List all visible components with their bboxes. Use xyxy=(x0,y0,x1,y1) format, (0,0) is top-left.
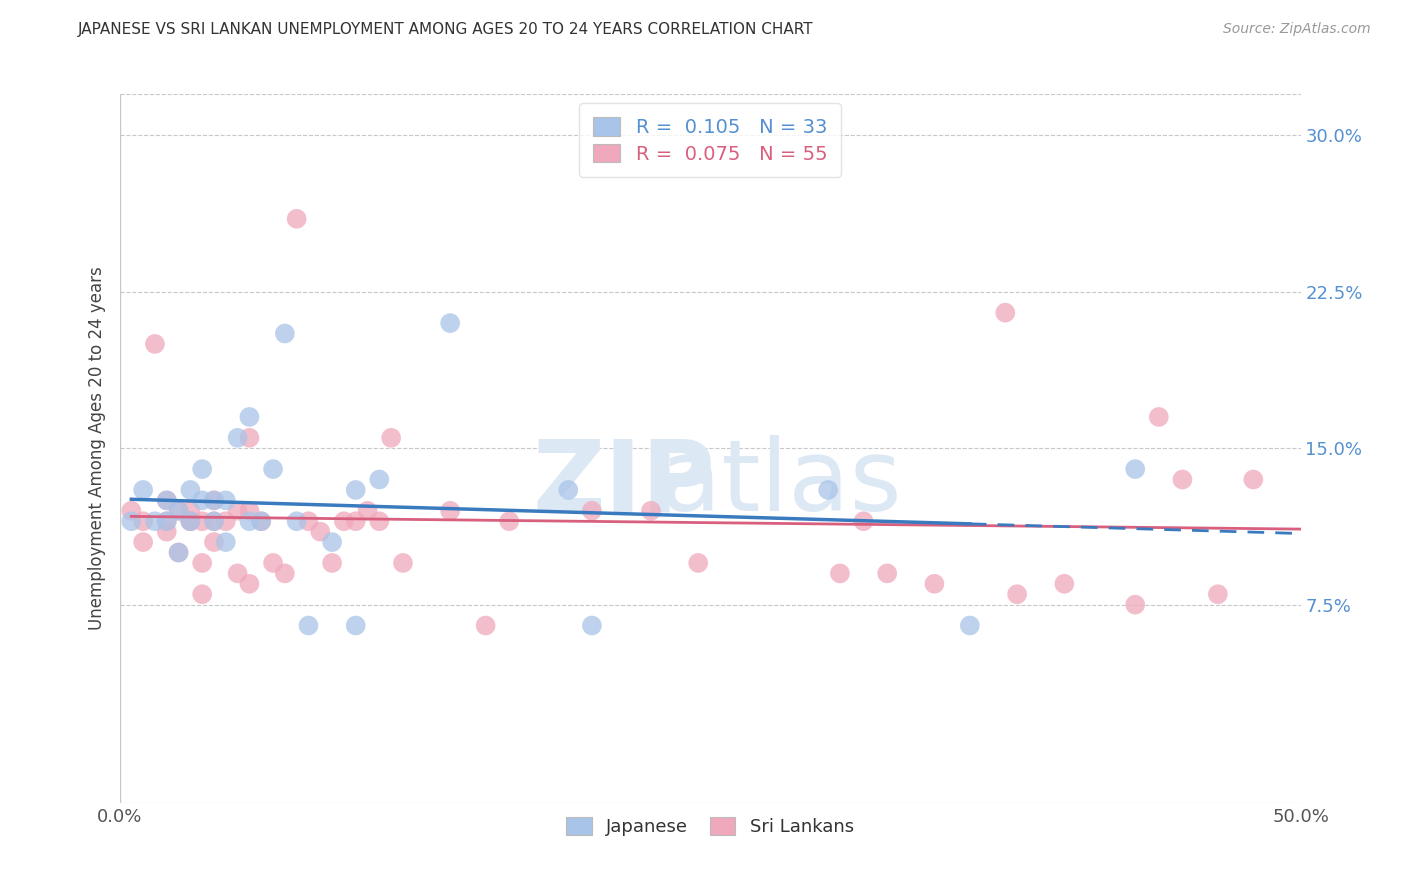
Point xyxy=(321,556,343,570)
Point xyxy=(215,535,238,549)
Point xyxy=(1171,473,1194,487)
Point xyxy=(167,504,190,518)
Point xyxy=(285,211,308,226)
Point xyxy=(156,514,179,528)
Point xyxy=(191,462,214,476)
Point xyxy=(202,493,225,508)
Point xyxy=(179,514,201,528)
Point xyxy=(380,431,402,445)
Point xyxy=(238,514,260,528)
Point xyxy=(226,431,249,445)
Point xyxy=(167,545,190,559)
Point xyxy=(321,535,343,549)
Point xyxy=(132,483,155,497)
Y-axis label: Unemployment Among Ages 20 to 24 years: Unemployment Among Ages 20 to 24 years xyxy=(87,267,105,630)
Point xyxy=(202,514,225,528)
Point xyxy=(274,566,297,581)
Point xyxy=(876,566,898,581)
Point xyxy=(179,483,201,497)
Point xyxy=(994,306,1017,320)
Point xyxy=(179,504,201,518)
Point xyxy=(250,514,273,528)
Point xyxy=(1241,473,1264,487)
Text: atlas: atlas xyxy=(533,435,901,533)
Point xyxy=(581,618,603,632)
Point xyxy=(297,618,319,632)
Point xyxy=(132,514,155,528)
Point xyxy=(356,504,378,518)
Point xyxy=(143,514,166,528)
Point xyxy=(688,556,710,570)
Point xyxy=(215,493,238,508)
Point xyxy=(368,473,391,487)
Point xyxy=(1147,409,1170,424)
Point xyxy=(143,337,166,351)
Point xyxy=(156,493,179,508)
Point xyxy=(156,524,179,539)
Point xyxy=(202,493,225,508)
Point xyxy=(191,587,214,601)
Point xyxy=(852,514,875,528)
Point xyxy=(156,514,179,528)
Point xyxy=(439,316,461,330)
Point xyxy=(179,514,201,528)
Point xyxy=(250,514,273,528)
Point xyxy=(191,493,214,508)
Point xyxy=(344,483,367,497)
Point xyxy=(368,514,391,528)
Point xyxy=(581,504,603,518)
Point xyxy=(238,576,260,591)
Point xyxy=(262,462,284,476)
Point xyxy=(1123,598,1146,612)
Point xyxy=(202,514,225,528)
Point xyxy=(179,514,201,528)
Point xyxy=(333,514,356,528)
Point xyxy=(1005,587,1028,601)
Point xyxy=(640,504,662,518)
Point xyxy=(226,504,249,518)
Point xyxy=(828,566,851,581)
Text: Source: ZipAtlas.com: Source: ZipAtlas.com xyxy=(1223,22,1371,37)
Text: JAPANESE VS SRI LANKAN UNEMPLOYMENT AMONG AGES 20 TO 24 YEARS CORRELATION CHART: JAPANESE VS SRI LANKAN UNEMPLOYMENT AMON… xyxy=(77,22,813,37)
Point xyxy=(1123,462,1146,476)
Point xyxy=(309,524,332,539)
Text: ZIP: ZIP xyxy=(533,435,716,533)
Point xyxy=(1053,576,1076,591)
Point xyxy=(167,545,190,559)
Point xyxy=(202,535,225,549)
Point xyxy=(285,514,308,528)
Point xyxy=(392,556,415,570)
Legend: Japanese, Sri Lankans: Japanese, Sri Lankans xyxy=(560,810,860,844)
Point xyxy=(344,618,367,632)
Point xyxy=(344,514,367,528)
Point xyxy=(156,493,179,508)
Point xyxy=(226,566,249,581)
Point xyxy=(557,483,579,497)
Point xyxy=(238,431,260,445)
Point xyxy=(191,556,214,570)
Point xyxy=(238,504,260,518)
Point xyxy=(274,326,297,341)
Point xyxy=(1206,587,1229,601)
Point xyxy=(167,504,190,518)
Point xyxy=(132,535,155,549)
Point xyxy=(215,514,238,528)
Point xyxy=(120,504,142,518)
Point xyxy=(191,514,214,528)
Point xyxy=(439,504,461,518)
Point xyxy=(924,576,946,591)
Point xyxy=(817,483,839,497)
Point xyxy=(498,514,520,528)
Point xyxy=(474,618,496,632)
Point xyxy=(262,556,284,570)
Point xyxy=(959,618,981,632)
Point xyxy=(297,514,319,528)
Point xyxy=(238,409,260,424)
Point xyxy=(120,514,142,528)
